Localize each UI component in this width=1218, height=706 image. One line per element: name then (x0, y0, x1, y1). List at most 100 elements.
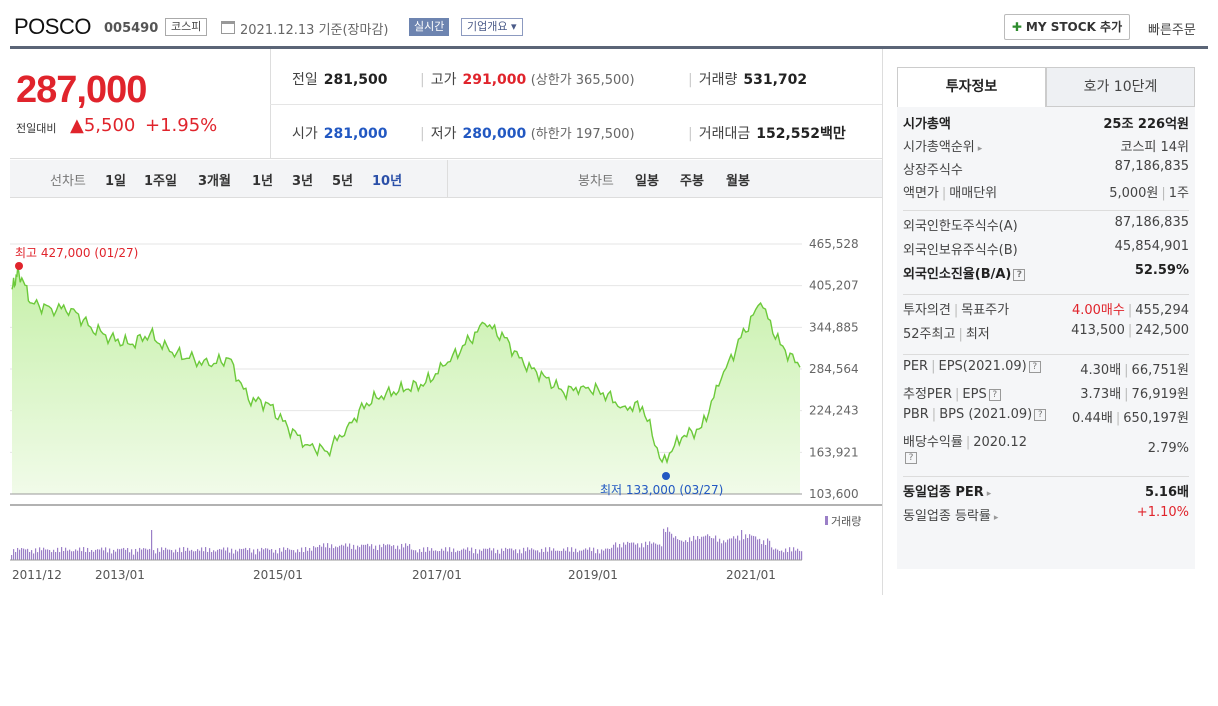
volume-bar (715, 535, 717, 560)
volume-bar (731, 538, 733, 560)
help-icon[interactable]: ? (1034, 408, 1047, 421)
candle-monthly[interactable]: 월봉 (726, 174, 750, 189)
info-value: 87,186,835 (1114, 159, 1189, 174)
info-value: 5,000원 | 1주 (1109, 186, 1189, 201)
volume-bar (59, 552, 61, 560)
info-value: 4.00매수 | 455,294 (1071, 303, 1189, 318)
volume-bar (535, 550, 537, 560)
volume-bar (235, 549, 237, 560)
volume-bar (661, 546, 663, 560)
period-5y[interactable]: 5년 (332, 174, 354, 189)
realtime-button[interactable]: 실시간 (409, 18, 450, 36)
volume-bar (481, 550, 483, 560)
period-1w[interactable]: 1주일 (144, 174, 177, 189)
y-tick-label: 103,600 (809, 487, 859, 501)
volume-bar (49, 549, 51, 560)
volume-bar (387, 544, 389, 560)
volume-bar (247, 550, 249, 560)
volume-bar (679, 540, 681, 560)
volume-bar (305, 547, 307, 560)
volume-bar (671, 533, 673, 560)
period-1y[interactable]: 1년 (252, 174, 274, 189)
volume-bar (723, 540, 725, 560)
volume-bar (697, 536, 699, 560)
stock-header: POSCO 005490 코스피 2021.12.13 기준(장마감) 실시간 … (10, 10, 1208, 46)
volume-bar (795, 550, 797, 560)
volume-bar (349, 543, 351, 560)
info-label: PBR | BPS (2021.09)? (903, 407, 1047, 422)
volume-bar (121, 548, 123, 560)
volume-bar (193, 551, 195, 560)
volume-bar (515, 549, 517, 560)
volume-bar (71, 551, 73, 560)
x-tick-label: 2015/01 (253, 568, 303, 582)
help-icon[interactable]: ? (905, 451, 917, 464)
period-10y[interactable]: 10년 (372, 174, 403, 189)
quick-order-link[interactable]: 빠른주문 (1148, 23, 1196, 38)
volume-bar (207, 551, 209, 560)
prev-close-label: 전일 (292, 72, 318, 88)
tab-investment-info[interactable]: 투자정보 (897, 67, 1046, 107)
volume-bar (155, 553, 157, 560)
period-3y[interactable]: 3년 (292, 174, 314, 189)
volume-bar (359, 547, 361, 560)
prev-close: 전일 281,500 (292, 69, 388, 89)
volume-bar (369, 546, 371, 560)
volume-bar (265, 548, 267, 560)
volume-bar (69, 549, 71, 560)
volume-bar (37, 552, 39, 560)
help-icon[interactable]: ? (988, 388, 1001, 401)
volume-bar (11, 555, 13, 560)
prev-close-value: 281,500 (323, 72, 388, 88)
volume-bar (609, 549, 611, 560)
info-label: 투자의견 | 목표주가 (903, 303, 1010, 318)
volume-bar (509, 548, 511, 560)
candle-weekly[interactable]: 주봉 (680, 174, 704, 189)
change-label: 전일대비 (16, 122, 57, 135)
volume-bar (637, 543, 639, 560)
price-summary: 287,000 전일대비 ▲5,500 +1.95% 전일 281,500 | 고가… (10, 49, 882, 159)
volume-bar (463, 548, 465, 560)
add-mystock-button[interactable]: ✚ MY STOCK 추가 (1004, 14, 1130, 40)
volume-bar (755, 536, 757, 560)
volume-bar (73, 551, 75, 560)
volume-bar (257, 548, 259, 560)
volume-bar (181, 552, 183, 560)
candle-daily[interactable]: 일봉 (635, 174, 659, 189)
help-icon[interactable]: ? (1013, 268, 1026, 281)
period-3m[interactable]: 3개월 (198, 174, 231, 189)
volume-bar (549, 547, 551, 560)
info-label: 추정PER | EPS? (903, 383, 1001, 402)
volume-bar (209, 548, 211, 560)
info-value: 45,854,901 (1114, 239, 1189, 254)
volume-bar (163, 550, 165, 560)
company-overview-dropdown[interactable]: 기업개요 ▾ (461, 18, 523, 36)
info-value: 4.30배 | 66,751원 (1080, 363, 1189, 378)
chevron-right-icon[interactable]: ▸ (986, 489, 992, 499)
low-label: 저가 (430, 126, 457, 142)
volume-bar (303, 552, 305, 560)
volume-bar (103, 550, 105, 560)
price-chart[interactable]: 465,528 405,207 344,885 284,564 224,243 163,9… (10, 198, 882, 598)
volume-bar (705, 535, 707, 560)
y-tick-label: 163,921 (809, 445, 859, 459)
volume-bar (635, 544, 637, 560)
volume-bar (317, 547, 319, 560)
volume-bar (375, 545, 377, 560)
volume-bar (753, 535, 755, 560)
volume-bar (97, 549, 99, 560)
volume-bar (475, 549, 477, 560)
period-1d[interactable]: 1일 (105, 174, 127, 189)
volume-bar (789, 547, 791, 560)
volume-bar (721, 543, 723, 560)
volume-bar (131, 549, 133, 560)
volume-bar (419, 549, 421, 560)
volume-bar (67, 550, 69, 560)
chevron-right-icon[interactable]: ▸ (993, 513, 999, 523)
volume-bar (685, 540, 687, 560)
tab-order-book[interactable]: 호가 10단계 (1046, 67, 1195, 107)
volume-bar (621, 547, 623, 560)
volume-bar (109, 548, 111, 560)
help-icon[interactable]: ? (1028, 360, 1041, 373)
chevron-right-icon[interactable]: ▸ (977, 144, 983, 154)
